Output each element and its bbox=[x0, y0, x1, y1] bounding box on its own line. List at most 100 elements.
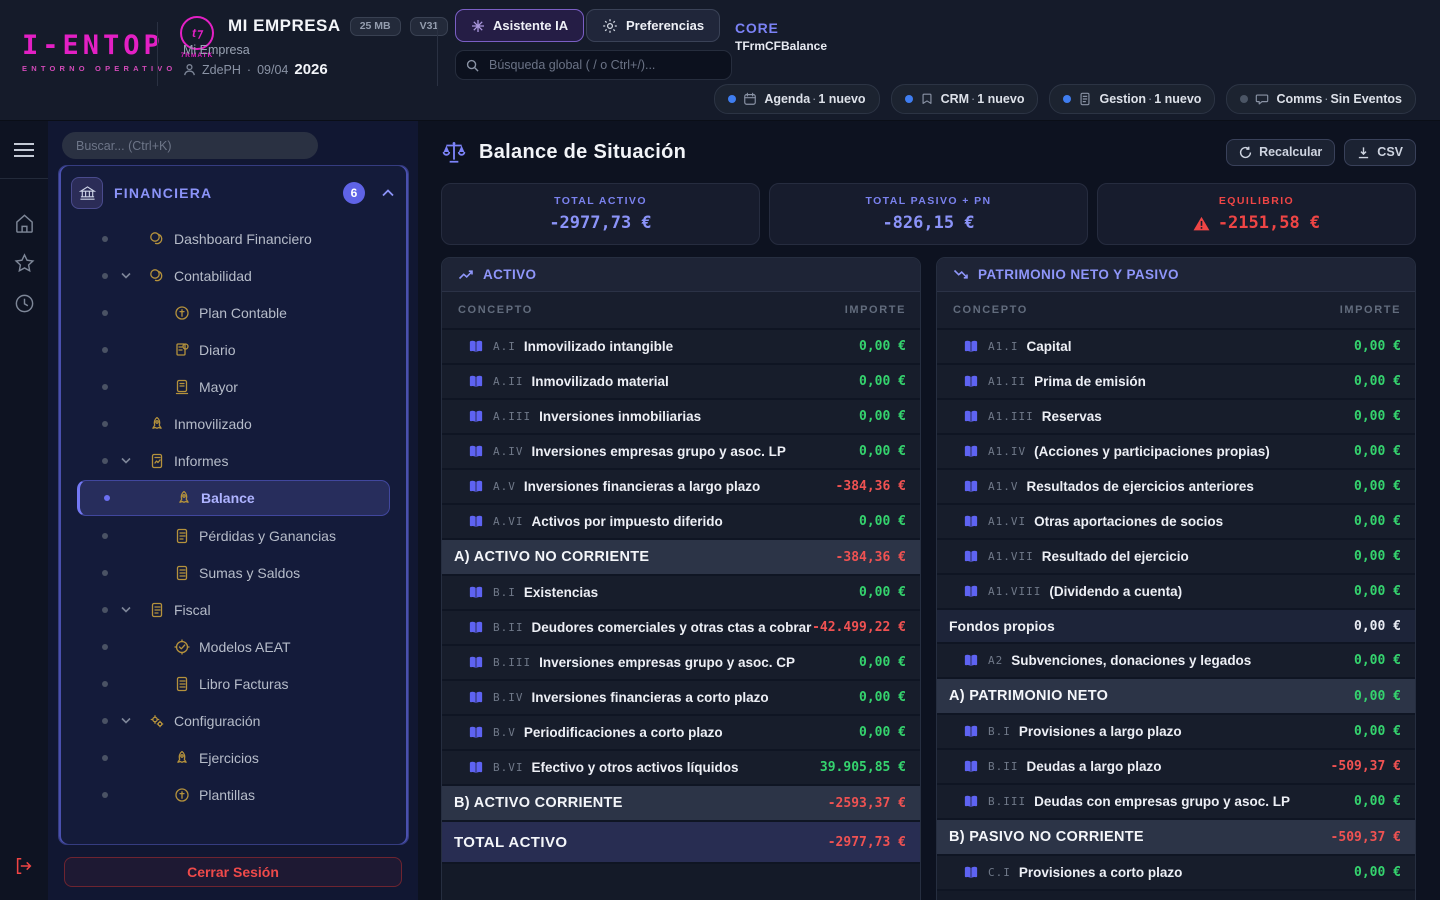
sidebar-item-ejercicios[interactable]: Ejercicios bbox=[59, 739, 408, 776]
history-clock-icon[interactable] bbox=[0, 283, 48, 323]
row-code: A.VI bbox=[493, 515, 524, 528]
open-book-icon[interactable] bbox=[963, 550, 988, 563]
recalculate-label: Recalcular bbox=[1259, 145, 1323, 159]
status-dot bbox=[1240, 95, 1249, 103]
rocket-icon bbox=[149, 416, 165, 432]
sparkle-icon bbox=[471, 19, 485, 33]
csv-export-button[interactable]: CSV bbox=[1344, 138, 1416, 166]
pill-status: 1 nuevo bbox=[1154, 92, 1202, 106]
event-pill-gestion[interactable]: Gestion · 1 nuevo bbox=[1049, 84, 1216, 114]
sidebar-item-plan-contable[interactable]: Plan Contable bbox=[59, 294, 408, 331]
sidebar-item-informes[interactable]: Informes bbox=[59, 442, 408, 479]
item-dot bbox=[102, 754, 108, 761]
open-book-icon[interactable] bbox=[963, 410, 988, 423]
sidebar-item-p-rdidas-y-ganancias[interactable]: Pérdidas y Ganancias bbox=[59, 517, 408, 554]
open-book-icon[interactable] bbox=[468, 586, 493, 599]
app-logo-title: I-ENTOP bbox=[22, 30, 164, 61]
pill-label: Agenda bbox=[764, 92, 811, 106]
document-icon bbox=[149, 602, 165, 618]
logout-button[interactable]: Cerrar Sesión bbox=[64, 857, 402, 887]
open-book-icon[interactable] bbox=[468, 375, 493, 388]
chevron-down-icon[interactable] bbox=[116, 457, 136, 464]
sidebar-item-libro-facturas[interactable]: Libro Facturas bbox=[59, 665, 408, 702]
open-book-icon[interactable] bbox=[963, 725, 988, 738]
global-search[interactable] bbox=[455, 50, 732, 80]
item-dot bbox=[102, 309, 108, 316]
open-book-icon[interactable] bbox=[963, 340, 988, 353]
row-value: 0,00 € bbox=[859, 339, 906, 354]
open-book-icon[interactable] bbox=[963, 515, 988, 528]
sidebar-item-mayor[interactable]: Mayor bbox=[59, 368, 408, 405]
row-value: 0,00 € bbox=[1354, 444, 1401, 459]
open-book-icon[interactable] bbox=[963, 445, 988, 458]
sidebar-item-inmovilizado[interactable]: Inmovilizado bbox=[59, 405, 408, 442]
logout-icon[interactable] bbox=[0, 846, 48, 886]
open-book-icon[interactable] bbox=[468, 480, 493, 493]
balance-scale-icon bbox=[441, 139, 467, 165]
open-book-icon[interactable] bbox=[468, 515, 493, 528]
open-book-icon[interactable] bbox=[468, 761, 493, 774]
csv-label: CSV bbox=[1377, 145, 1403, 159]
sidebar-item-balance[interactable]: Balance bbox=[77, 480, 390, 516]
table-row: B.V Periodificaciones a corto plazo 0,00 € bbox=[442, 716, 920, 751]
sidebar-item-diario[interactable]: Diario bbox=[59, 331, 408, 368]
open-book-icon[interactable] bbox=[963, 795, 988, 808]
sidebar-item-configuraci-n[interactable]: Configuración bbox=[59, 702, 408, 739]
pill-label: CRM bbox=[940, 92, 970, 106]
open-book-icon[interactable] bbox=[468, 410, 493, 423]
chevron-up-icon[interactable] bbox=[382, 189, 394, 197]
row-code: A.I bbox=[493, 340, 516, 353]
recalculate-button[interactable]: Recalcular bbox=[1226, 138, 1336, 166]
open-book-icon[interactable] bbox=[963, 866, 988, 879]
sidebar-item-plantillas[interactable]: Plantillas bbox=[59, 776, 408, 813]
chevron-down-icon[interactable] bbox=[116, 717, 136, 724]
nav-section-badge: 6 bbox=[343, 182, 365, 204]
sidebar: FINANCIERA 6 Dashboard Financiero Contabi… bbox=[48, 120, 418, 900]
event-pill-comms[interactable]: Comms · Sin Eventos bbox=[1226, 84, 1416, 114]
sidebar-item-label: Mayor bbox=[199, 378, 238, 395]
open-book-icon[interactable] bbox=[468, 621, 493, 634]
open-book-icon[interactable] bbox=[468, 656, 493, 669]
pill-status: Sin Eventos bbox=[1330, 92, 1402, 106]
sidebar-item-sumas-y-saldos[interactable]: Sumas y Saldos bbox=[59, 554, 408, 591]
sidebar-item-dashboard-financiero[interactable]: Dashboard Financiero bbox=[59, 220, 408, 257]
open-book-icon[interactable] bbox=[468, 691, 493, 704]
home-icon[interactable] bbox=[0, 203, 48, 243]
row-label: Resultado del ejercicio bbox=[1041, 549, 1189, 564]
row-label: B) ACTIVO CORRIENTE bbox=[454, 795, 623, 811]
open-book-icon[interactable] bbox=[468, 340, 493, 353]
version-badge: V31 bbox=[409, 16, 449, 36]
row-value: 0,00 € bbox=[1354, 584, 1401, 599]
open-book-icon[interactable] bbox=[963, 480, 988, 493]
hamburger-menu-icon[interactable] bbox=[0, 130, 48, 170]
ai-assistant-button[interactable]: Asistente IA bbox=[455, 9, 585, 42]
sidebar-search-input[interactable] bbox=[62, 132, 318, 159]
global-search-input[interactable] bbox=[487, 57, 721, 73]
star-icon[interactable] bbox=[0, 243, 48, 283]
subtotal-row: Fondos propios 0,00 € bbox=[937, 610, 1415, 644]
open-book-icon[interactable] bbox=[963, 760, 988, 773]
row-label: TOTAL ACTIVO bbox=[454, 833, 568, 851]
preferences-button[interactable]: Preferencias bbox=[586, 9, 721, 42]
main-content: Balance de Situación Recalcular CSV TOTA… bbox=[418, 120, 1440, 900]
row-value: 0,00 € bbox=[1354, 794, 1401, 809]
sidebar-item-modelos-aeat[interactable]: Modelos AEAT bbox=[59, 628, 408, 665]
row-value: 0,00 € bbox=[1354, 374, 1401, 389]
chevron-down-icon[interactable] bbox=[116, 606, 136, 613]
open-book-icon[interactable] bbox=[468, 726, 493, 739]
header-divider bbox=[437, 22, 438, 86]
event-pill-crm[interactable]: CRM · 1 nuevo bbox=[890, 84, 1039, 114]
open-book-icon[interactable] bbox=[963, 585, 988, 598]
nav-section-header[interactable]: FINANCIERA 6 bbox=[59, 166, 408, 218]
sidebar-item-contabilidad[interactable]: Contabilidad bbox=[59, 257, 408, 294]
company-logo-brand: 7RMATK bbox=[180, 52, 214, 59]
sidebar-item-label: Diario bbox=[199, 341, 236, 358]
open-book-icon[interactable] bbox=[963, 654, 988, 667]
chevron-down-icon[interactable] bbox=[116, 272, 136, 279]
event-pill-agenda[interactable]: Agenda · 1 nuevo bbox=[714, 84, 880, 114]
open-book-icon[interactable] bbox=[963, 375, 988, 388]
open-book-icon[interactable] bbox=[468, 445, 493, 458]
row-label: Existencias bbox=[523, 585, 599, 600]
sidebar-item-fiscal[interactable]: Fiscal bbox=[59, 591, 408, 628]
status-dot bbox=[904, 95, 913, 103]
